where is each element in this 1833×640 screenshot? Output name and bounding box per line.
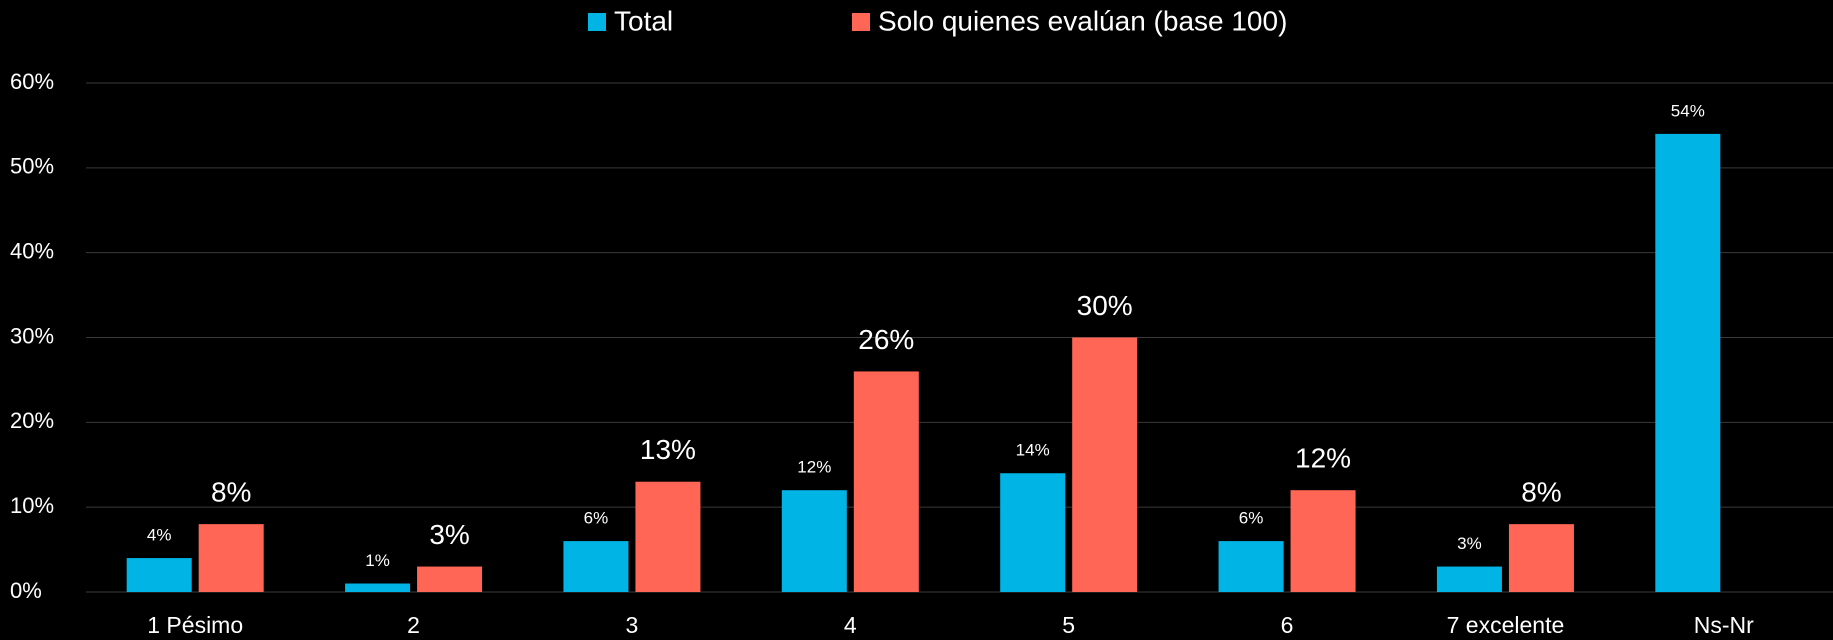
data-label: 3% [1457, 534, 1482, 553]
y-tick-label: 50% [10, 154, 54, 179]
x-tick-label: 5 [1062, 612, 1075, 638]
x-tick-label: 6 [1281, 612, 1294, 638]
y-tick-label: 40% [10, 238, 54, 263]
x-tick-label: 2 [407, 612, 420, 638]
bar [126, 558, 192, 592]
data-label: 12% [797, 458, 831, 477]
bar [563, 541, 629, 592]
legend-swatch [852, 13, 870, 31]
data-label: 12% [1295, 443, 1351, 474]
x-tick-label: 4 [844, 612, 857, 638]
legend-swatch [588, 13, 606, 31]
bar [1072, 337, 1138, 592]
x-tick-label: Ns-Nr [1694, 612, 1754, 638]
data-label: 4% [147, 526, 172, 545]
data-label: 30% [1077, 290, 1133, 321]
data-label: 6% [1239, 509, 1264, 528]
bar [635, 481, 701, 592]
bar [417, 566, 483, 592]
bar [1508, 524, 1574, 592]
bar [1655, 133, 1721, 592]
bar [345, 583, 411, 592]
data-label: 6% [584, 509, 609, 528]
data-label: 26% [858, 324, 914, 355]
data-label: 8% [1521, 477, 1561, 508]
x-tick-label: 3 [626, 612, 639, 638]
data-label: 14% [1016, 441, 1050, 460]
data-label: 1% [365, 551, 390, 570]
bar [1290, 490, 1356, 592]
bar [781, 490, 847, 592]
data-label: 54% [1671, 101, 1705, 120]
x-tick-label: 7 excelente [1447, 612, 1565, 638]
y-tick-label: 60% [10, 69, 54, 94]
bar [1218, 541, 1284, 592]
y-tick-label: 30% [10, 323, 54, 348]
data-label: 8% [211, 477, 251, 508]
x-tick-label: 1 Pésimo [147, 612, 243, 638]
y-tick-label: 10% [10, 493, 54, 518]
data-label: 13% [640, 434, 696, 465]
data-label: 3% [429, 519, 469, 550]
bar [198, 524, 264, 592]
bar [1000, 473, 1066, 592]
legend-label: Total [614, 5, 673, 36]
bar [1436, 566, 1502, 592]
y-tick-label: 0% [10, 578, 42, 603]
legend-label: Solo quienes evalúan (base 100) [878, 5, 1287, 36]
y-tick-label: 20% [10, 408, 54, 433]
bar [853, 371, 919, 592]
